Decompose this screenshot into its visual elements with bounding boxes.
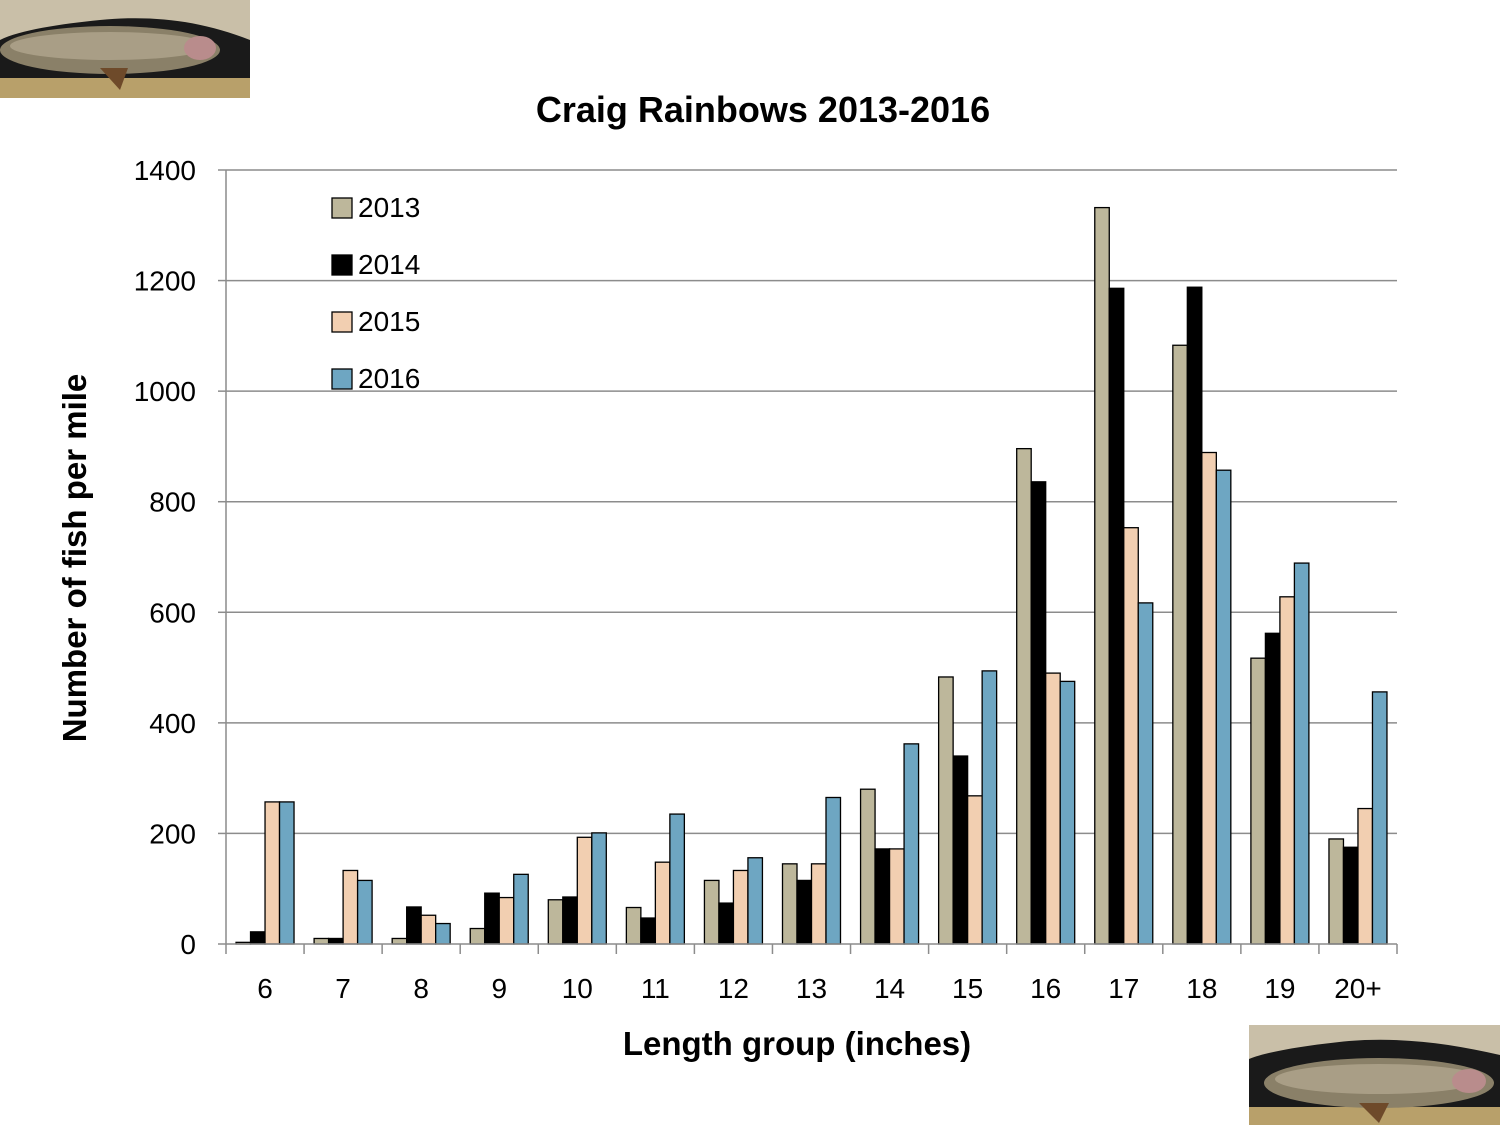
bar-2014-13 [796, 879, 813, 945]
legend-swatch-2015 [331, 311, 353, 333]
bar-2016-7 [356, 879, 373, 945]
bar-2016-8 [435, 922, 451, 945]
x-tick-label: 10 [562, 973, 593, 1004]
bar-2013-15 [937, 676, 954, 945]
bar-2013-17 [1094, 206, 1110, 945]
bar-2015-10 [576, 836, 593, 945]
x-tick-label: 14 [874, 973, 905, 1004]
bar-2014-10 [562, 896, 578, 945]
bar-2015-11 [654, 861, 671, 945]
x-tick-label: 19 [1264, 973, 1295, 1004]
bar-2014-11 [640, 917, 657, 945]
bar-2013-13 [781, 863, 798, 945]
bar-2015-17 [1123, 527, 1139, 945]
bar-2015-7 [342, 869, 359, 945]
bar-2014-9 [484, 892, 500, 945]
y-tick-label: 800 [149, 487, 196, 518]
bar-2016-9 [513, 873, 529, 945]
bar-2014-16 [1030, 481, 1047, 945]
bar-2016-16 [1059, 680, 1076, 945]
bar-2015-8 [420, 914, 437, 945]
bar-2013-9 [469, 927, 486, 945]
x-tick-label: 7 [335, 973, 351, 1004]
bar-2013-11 [625, 906, 642, 945]
bar-2014-14 [874, 848, 891, 945]
bar-2013-20+ [1328, 838, 1345, 945]
bar-2016-18 [1215, 469, 1232, 945]
y-tick-label: 1400 [134, 155, 196, 186]
y-tick-label: 0 [180, 929, 196, 960]
bar-2015-12 [732, 869, 749, 945]
legend-swatch-2013 [331, 197, 353, 219]
bar-2014-19 [1264, 632, 1281, 945]
bar-2013-14 [859, 788, 876, 945]
bar-2013-12 [703, 879, 720, 945]
bar-2015-6 [264, 801, 281, 945]
bar-2015-15 [966, 795, 983, 945]
x-axis-title: Length group (inches) [623, 1025, 971, 1062]
bar-2013-10 [547, 899, 564, 945]
bar-2014-18 [1186, 286, 1203, 945]
bar-2015-19 [1279, 596, 1296, 945]
bar-2014-8 [406, 906, 422, 945]
legend-label-2013: 2013 [358, 192, 420, 223]
x-tick-label: 13 [796, 973, 827, 1004]
bar-2016-20+ [1371, 691, 1388, 945]
bar-2015-13 [810, 863, 827, 945]
legend-swatch-2016 [331, 368, 353, 390]
legend-label-2015: 2015 [358, 306, 420, 337]
bar-2016-6 [278, 801, 295, 945]
bar-2014-7 [327, 937, 344, 945]
x-tick-label: 15 [952, 973, 983, 1004]
bar-2014-17 [1108, 287, 1125, 945]
x-tick-label: 11 [641, 973, 670, 1004]
bar-2013-18 [1172, 344, 1188, 945]
bar-2016-14 [903, 743, 920, 945]
bar-2015-16 [1045, 672, 1061, 945]
legend-label-2014: 2014 [358, 249, 420, 280]
bar-2013-7 [313, 937, 330, 945]
x-tick-label: 6 [257, 973, 273, 1004]
bar-2014-20+ [1342, 846, 1359, 945]
legend: 2013 2014 2015 2016 [331, 192, 420, 394]
y-tick-label: 600 [149, 597, 196, 628]
bar-2013-16 [1016, 447, 1032, 945]
y-tick-label: 200 [149, 818, 196, 849]
bar-2016-13 [825, 796, 842, 945]
x-tick-label: 9 [491, 973, 507, 1004]
bar-2014-15 [952, 755, 969, 945]
legend-label-2016: 2016 [358, 363, 420, 394]
bar-2016-19 [1293, 562, 1310, 945]
bar-2015-20+ [1357, 807, 1374, 945]
bar-2014-12 [718, 902, 735, 945]
y-tick-label: 1000 [134, 376, 196, 407]
x-tick-label: 17 [1108, 973, 1139, 1004]
x-tick-label: 12 [718, 973, 749, 1004]
x-tick-label: 20+ [1334, 973, 1382, 1004]
x-tick-label: 16 [1030, 973, 1061, 1004]
bar-2016-12 [747, 857, 764, 945]
bar-2013-8 [391, 937, 408, 945]
x-tick-label: 18 [1186, 973, 1217, 1004]
axes: 0 200 400 600 800 1000 1200 1400 6 7 8 9 10 11 12 13 14 1… [134, 155, 1398, 1004]
bar-2015-14 [888, 848, 905, 945]
legend-swatch-2014 [331, 254, 353, 276]
bar-2015-9 [498, 896, 515, 945]
bar-2015-18 [1201, 451, 1217, 945]
bar-2016-15 [981, 670, 998, 945]
y-tick-label: 1200 [134, 266, 196, 297]
bar-2013-19 [1250, 657, 1267, 945]
bar-2014-6 [249, 931, 266, 945]
chart-title: Craig Rainbows 2013-2016 [536, 89, 990, 130]
trout-photo-bottom [1249, 1025, 1500, 1125]
x-tick-label: 8 [413, 973, 429, 1004]
trout-photo-top [0, 0, 250, 98]
bar-2016-17 [1137, 602, 1154, 945]
bar-2016-10 [591, 832, 607, 945]
bar-2016-11 [669, 813, 686, 945]
y-tick-label: 400 [149, 708, 196, 739]
y-axis-title: Number of fish per mile [56, 374, 93, 743]
